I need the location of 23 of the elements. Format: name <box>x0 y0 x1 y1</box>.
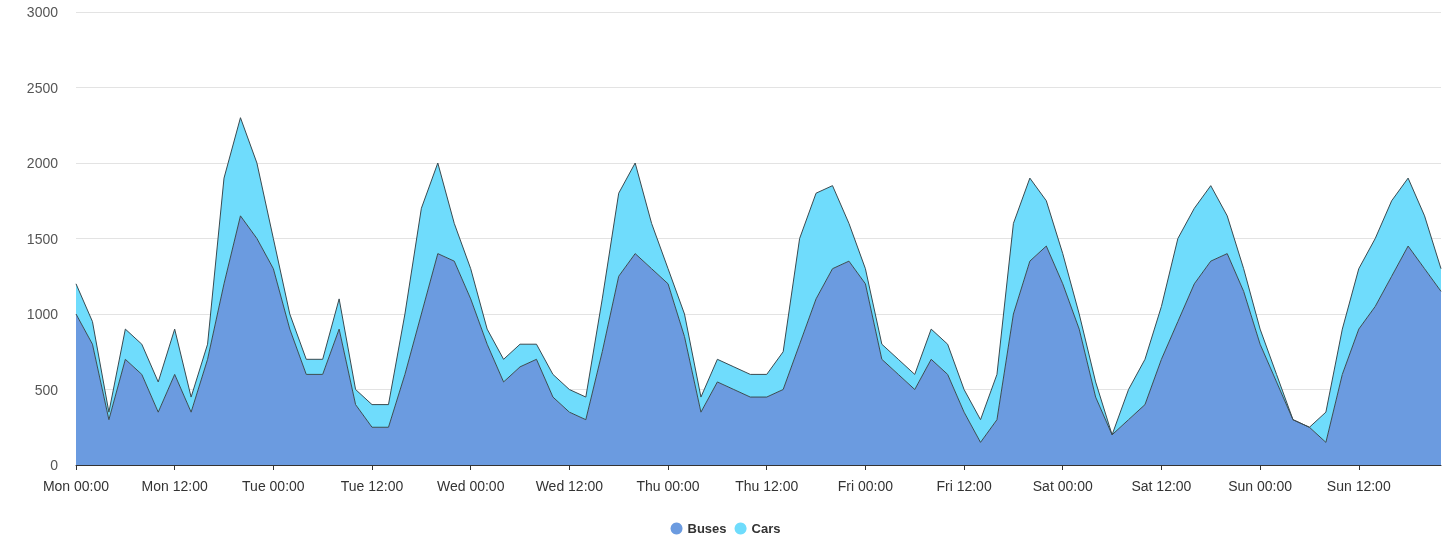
x-tick-label: Wed 12:00 <box>535 478 604 494</box>
x-tick-label: Thu 12:00 <box>735 478 799 494</box>
x-tick-label: Wed 00:00 <box>436 478 505 494</box>
x-tick-label: Tue 12:00 <box>340 478 404 494</box>
x-tick-label: Sat 00:00 <box>1032 478 1093 494</box>
legend-label: Cars <box>751 521 781 536</box>
x-tick-label: Sat 12:00 <box>1131 478 1192 494</box>
y-tick-label: 500 <box>34 381 59 398</box>
y-tick-label: 2000 <box>26 155 59 171</box>
y-tick-label: 1500 <box>26 230 59 247</box>
x-tick-label: Thu 00:00 <box>636 478 700 494</box>
legend-label: Buses <box>687 521 727 536</box>
y-tick-label: 2500 <box>26 79 59 96</box>
x-tick-label: Fri 00:00 <box>837 478 894 494</box>
x-tick-label: Fri 12:00 <box>936 478 992 494</box>
x-tick-label: Tue 00:00 <box>242 478 305 494</box>
x-tick-label: Mon 00:00 <box>42 478 110 494</box>
x-tick-label: Sun 12:00 <box>1326 478 1391 494</box>
y-tick-label: 0 <box>50 457 59 473</box>
x-tick-label: Sun 00:00 <box>1228 478 1293 494</box>
y-tick-label: 1000 <box>26 306 59 322</box>
x-tick-label: Mon 12:00 <box>141 478 208 494</box>
y-tick-label: 3000 <box>26 4 59 20</box>
